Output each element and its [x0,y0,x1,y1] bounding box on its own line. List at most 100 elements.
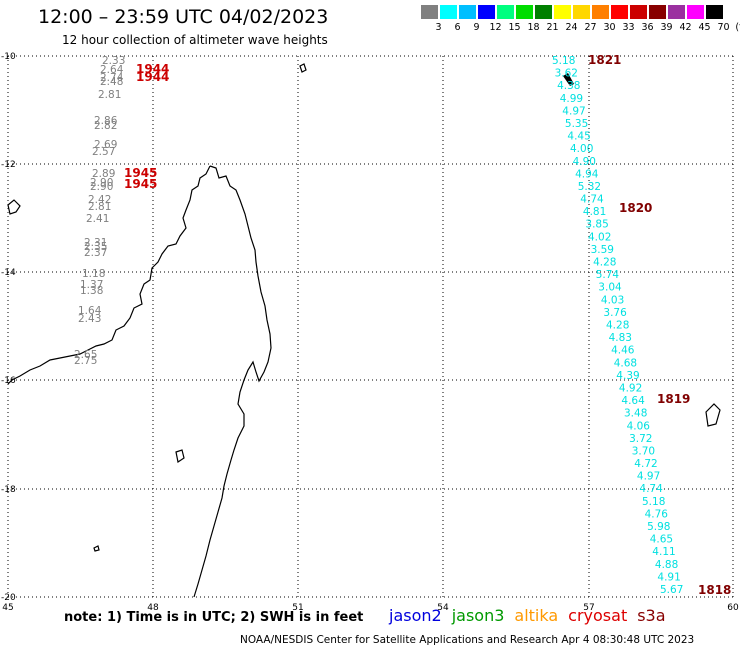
wave-height-label: 3.04 [598,282,622,294]
wave-height-label: 2.69 [94,139,117,151]
scale-label: 42 [679,22,692,33]
wave-height-label: 4.91 [657,571,680,583]
wave-height-label: 4.74 [580,194,604,206]
scale-swatch [535,5,552,19]
scale-swatch [592,5,609,19]
wave-height-label: 2.64 [100,64,124,76]
footer-note: note: 1) Time is in UTC; 2) SWH is in fe… [64,610,364,625]
comoros-island [7,199,21,215]
wave-height-label: 1.64 [78,305,102,317]
wave-height-label: 2.48 [100,76,123,88]
wave-height-label: 4.72 [634,458,657,470]
x-tick-label: 54 [437,603,449,613]
wave-height-label: 5.98 [647,521,670,533]
mauritius-island [705,403,721,427]
small-island-north [299,63,307,73]
wave-height-label: 3.76 [603,307,627,319]
track-time-label: 1944 [136,62,169,76]
footer-credit: NOAA/NESDIS Center for Satellite Applica… [240,634,695,646]
wave-height-label: 4.64 [621,395,645,407]
wave-height-label: 2.57 [92,146,115,158]
mission-legend-item: jason2 [389,606,442,625]
scale-swatch [497,5,514,19]
scale-swatch [516,5,533,19]
x-tick-label: 45 [2,603,13,613]
coastlines [7,63,721,598]
scale-label: 12 [489,22,502,33]
scale-swatch [630,5,647,19]
wave-height-label: 2.43 [78,313,101,325]
wave-height-label: 4.76 [645,508,669,520]
x-tick-label: 60 [727,603,739,613]
wave-height-label: 5.18 [552,55,575,67]
wave-height-label: 4.88 [655,559,678,571]
scale-label: 70 [717,22,730,33]
scale-label: 36 [641,22,654,33]
y-tick-label: -20 [1,593,16,603]
wave-height-label: 5.67 [660,584,683,596]
x-tick-label: 51 [292,603,303,613]
track-time-label: 1945 [124,177,157,191]
wave-height-label: 3.59 [591,244,614,256]
y-tick-label: -10 [1,52,16,62]
wave-height-label: 4.90 [573,156,596,168]
y-tick-label: -18 [1,485,16,495]
scale-label: (ft) [735,22,740,33]
wave-height-label: 4.94 [575,168,599,180]
scale-label: 6 [454,22,461,33]
wave-height-label: 2.37 [84,247,107,259]
track-time-label: 1944 [136,70,169,84]
wave-height-label: 2.41 [86,213,109,225]
y-axis-ticks: -10 -12 -14 -16 -18 -20 [1,52,16,603]
wave-height-label: 4.28 [593,257,616,269]
right-track-labels: 5.183.624.384.994.975.354.454.004.904.94… [552,53,731,597]
madagascar-northwest-coast [7,165,211,385]
wave-height-label: 4.97 [637,471,660,483]
wave-height-label: 2.75 [74,355,97,367]
wave-height-label: 2.86 [94,115,118,127]
wave-height-label: 4.99 [560,93,583,105]
wave-height-label: 5.18 [642,496,665,508]
track-time-label: 1945 [124,166,157,180]
x-axis-ticks: 45 48 51 54 57 60 [2,603,739,613]
wave-height-label: 4.06 [627,420,651,432]
y-tick-label: -16 [1,376,16,386]
scale-label: 15 [508,22,521,33]
x-tick-label: 57 [583,603,594,613]
scale-label: 9 [473,22,480,33]
wave-height-label: 4.03 [601,294,624,306]
wave-height-label: 5.74 [596,269,620,281]
mission-legend: jason2 jason3 altika cryosat s3a [389,606,676,625]
wave-height-label: 4.81 [583,206,606,218]
scale-label: 24 [565,22,578,33]
y-tick-label: -14 [1,268,16,278]
track-time-label: 1820 [619,201,652,215]
wave-height-label: 4.38 [557,80,580,92]
track-time-label: 1821 [588,53,621,67]
map-grid [7,55,734,598]
scale-swatch [478,5,495,19]
scale-swatch [459,5,476,19]
wave-height-label: 2.81 [88,201,111,213]
scale-label: 3 [435,22,442,33]
track-time-label: 1819 [657,392,690,406]
wave-height-label: 2.74 [100,72,124,84]
scale-label: 30 [603,22,616,33]
wave-height-label: 3.72 [629,433,652,445]
wave-height-label: 2.42 [88,194,111,206]
wave-height-label: 4.39 [616,370,639,382]
wave-height-label: 1.38 [80,285,103,297]
x-tick-label: 48 [147,603,159,613]
scale-swatch [440,5,457,19]
wave-height-label: 2.81 [98,89,121,101]
wave-height-label: 5.35 [565,118,588,130]
wave-height-label: 4.11 [652,546,675,558]
wave-height-label: 5.32 [578,181,601,193]
wave-height-label: 4.00 [570,143,593,155]
left-track-labels: 2.332.642.742.482.812.862.822.692.572.89… [74,55,169,367]
scale-label: 45 [698,22,711,33]
scale-swatch [649,5,666,19]
wave-height-label: 2.89 [92,168,115,180]
reunion-island [175,449,185,463]
wave-height-label: 1.37 [80,279,103,291]
